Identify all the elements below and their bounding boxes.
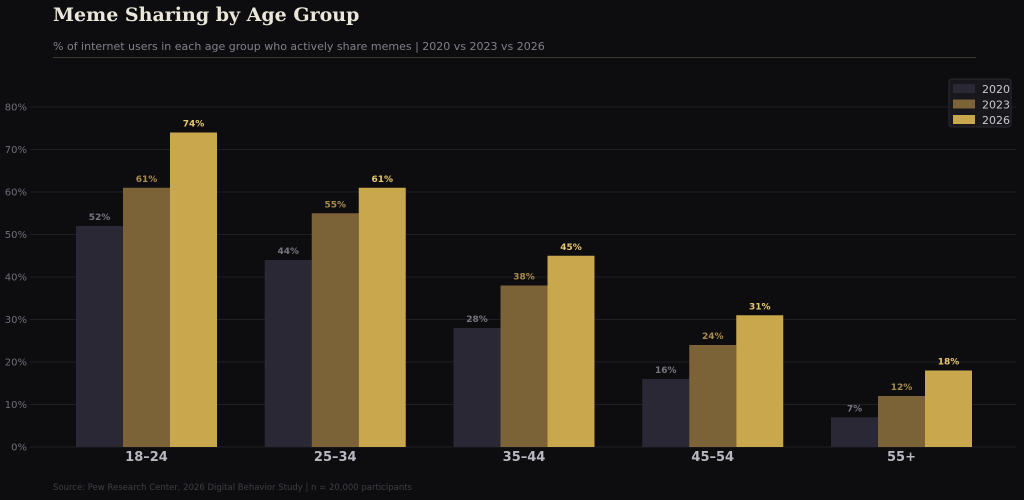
source-note: Source: Pew Research Center, 2026 Digita… <box>53 483 412 493</box>
x-tick-label: 35–44 <box>503 450 546 465</box>
bar <box>123 187 170 447</box>
y-tick-label: 10% <box>5 400 27 411</box>
data-label: 18% <box>938 358 960 368</box>
data-label: 38% <box>513 273 535 283</box>
y-tick-label: 20% <box>5 358 27 369</box>
y-tick-label: 50% <box>5 230 27 241</box>
data-label: 74% <box>183 120 205 130</box>
bar <box>878 396 925 447</box>
data-label: 28% <box>466 315 488 325</box>
data-label: 52% <box>89 213 111 223</box>
data-label: 45% <box>560 243 582 253</box>
bar <box>925 370 972 447</box>
chart-title: Meme Sharing by Age Group <box>53 4 360 26</box>
y-tick-label: 40% <box>5 273 27 284</box>
bar <box>689 345 737 447</box>
legend-swatch <box>953 84 975 93</box>
bar <box>642 379 690 447</box>
legend-swatch <box>953 115 975 124</box>
bar <box>500 285 548 447</box>
bar <box>831 417 878 447</box>
chart-subtitle: % of internet users in each age group wh… <box>53 40 545 53</box>
bar <box>358 187 406 447</box>
legend-label: 2023 <box>982 99 1010 112</box>
data-label: 61% <box>371 175 393 185</box>
legend-label: 2020 <box>982 83 1010 96</box>
bar <box>76 226 123 447</box>
legend-swatch <box>953 99 975 109</box>
x-tick-label: 55+ <box>887 450 916 465</box>
data-label: 44% <box>277 247 299 257</box>
data-label: 7% <box>847 404 862 414</box>
bar <box>170 132 217 447</box>
data-label: 55% <box>324 200 346 210</box>
x-tick-label: 25–34 <box>314 450 357 465</box>
header-divider <box>53 57 976 58</box>
legend-label: 2026 <box>982 114 1010 127</box>
x-tick-label: 18–24 <box>125 450 168 465</box>
y-tick-label: 0% <box>11 443 27 454</box>
bar <box>453 328 501 447</box>
bar <box>264 260 312 447</box>
data-label: 12% <box>891 383 913 393</box>
y-tick-label: 70% <box>5 145 27 156</box>
data-label: 61% <box>136 175 158 185</box>
bar <box>736 315 784 447</box>
data-label: 31% <box>749 302 771 312</box>
y-tick-label: 30% <box>5 315 27 326</box>
y-tick-label: 80% <box>5 103 27 114</box>
bar <box>311 213 359 447</box>
x-tick-label: 45–54 <box>691 450 734 465</box>
data-label: 16% <box>655 366 677 376</box>
y-tick-label: 60% <box>5 188 27 199</box>
bar <box>547 255 595 447</box>
data-label: 24% <box>702 332 724 342</box>
